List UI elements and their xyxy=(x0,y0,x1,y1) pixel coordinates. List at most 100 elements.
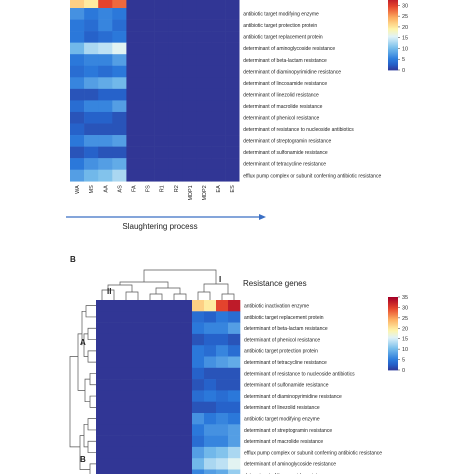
heatmap-a-cell xyxy=(98,88,113,101)
colorbar-a-tick-label: 0 xyxy=(402,68,405,74)
colorbar-b-segment xyxy=(388,359,398,362)
heatmap-a-cell xyxy=(154,158,169,170)
colorbar-b-segment xyxy=(388,299,398,301)
colorbar-b-segment xyxy=(388,326,398,328)
heatmap-a-cell xyxy=(98,65,113,78)
heatmap-a-cell xyxy=(70,42,85,55)
heatmap-b-cell xyxy=(216,322,229,335)
heatmap-b-cell xyxy=(168,424,181,436)
colorbar-b-segment xyxy=(388,335,398,338)
heatmap-b-cell xyxy=(144,435,157,448)
heatmap-a-cell xyxy=(154,111,169,124)
row-dendrogram-branch xyxy=(77,333,85,391)
heatmap-b-cell xyxy=(156,435,169,448)
heatmap-a-cell xyxy=(225,42,240,55)
row-dendrogram-branch xyxy=(79,435,90,470)
colorbar-b-segment xyxy=(388,302,398,304)
heatmap-a-cell xyxy=(168,31,184,43)
heatmap-a-row-label: determinant of diaminopyrimidine resista… xyxy=(243,69,341,75)
heatmap-a-cell xyxy=(84,31,99,43)
heatmap-b-row-label: determinant of lincosamide resistance xyxy=(244,473,328,474)
heatmap-b-cell xyxy=(120,322,133,335)
heatmap-a-cell xyxy=(112,31,127,43)
heatmap-b-cell xyxy=(180,300,193,312)
heatmap-a-row-label: antibiotic target modifying enzyme xyxy=(243,12,319,18)
colorbar-b-segment xyxy=(388,352,398,354)
colorbar-b-segment xyxy=(388,339,398,342)
colorbar-a-tick-label: 5 xyxy=(402,57,405,63)
colorbar-b-segment xyxy=(388,349,398,351)
heatmap-b-cell xyxy=(204,446,217,459)
heatmap-a-cell xyxy=(70,169,85,182)
heatmap-b-cell xyxy=(144,311,157,323)
heatmap-b-cell xyxy=(228,345,241,357)
heatmap-a-cell xyxy=(168,42,184,55)
heatmap-a-cell xyxy=(196,158,212,170)
row-cluster-label-a: A xyxy=(80,338,86,347)
heatmap-b-cell xyxy=(204,390,217,402)
heatmap-a-cell xyxy=(168,8,184,20)
colorbar-b-segment xyxy=(388,330,398,332)
heatmap-a-cell xyxy=(182,77,198,90)
heatmap-b-cell xyxy=(144,458,157,470)
colorbar-b-segment xyxy=(388,338,398,341)
colorbar-a-segment xyxy=(388,56,398,58)
heatmap-b-cell xyxy=(192,356,205,369)
heatmap-b-cell xyxy=(156,424,169,436)
colorbar-b-segment xyxy=(388,327,398,329)
heatmap-a-cell xyxy=(168,54,184,67)
heatmap-a-cell xyxy=(196,169,212,182)
heatmap-b-cell xyxy=(216,435,229,448)
colorbar-b-segment xyxy=(388,355,398,357)
heatmap-b-cell xyxy=(180,435,193,448)
heatmap-a-cell xyxy=(84,135,99,147)
heatmap-a-cell xyxy=(98,77,113,90)
heatmap-a-cell xyxy=(126,135,141,147)
heatmap-a-cell xyxy=(211,169,226,182)
colorbar-a-segment xyxy=(388,22,398,24)
heatmap-b-cell xyxy=(216,356,229,369)
colorbar-a-segment xyxy=(388,21,398,23)
colorbar-b-segment xyxy=(388,315,398,318)
colorbar-a-tick-label: 25 xyxy=(402,14,408,20)
heatmap-a-cell xyxy=(126,8,141,20)
heatmap-b-cell xyxy=(96,356,109,369)
heatmap-b-row-label: antibiotic target modifying enzyme xyxy=(244,416,320,422)
heatmap-a-cell xyxy=(112,146,127,159)
heatmap-b-cell xyxy=(156,311,169,323)
row-dendrogram-branch xyxy=(83,423,88,448)
heatmap-a-cell xyxy=(168,146,184,159)
colorbar-a-segment xyxy=(388,59,398,62)
heatmap-a-cell xyxy=(211,88,226,101)
heatmap-a-row-label: determinant of lincosamide resistance xyxy=(243,81,327,87)
heatmap-b-cell xyxy=(168,390,181,402)
heatmap-a-cell xyxy=(182,31,198,43)
heatmap-a-cell xyxy=(112,88,127,101)
heatmap-b-cell xyxy=(156,300,169,312)
heatmap-b-cell xyxy=(132,458,145,470)
heatmap-b-cell xyxy=(156,345,169,357)
heatmap-b-cell xyxy=(180,424,193,436)
heatmap-b-cell xyxy=(180,458,193,470)
colorbar-a-segment xyxy=(388,18,398,21)
heatmap-a-cell xyxy=(211,111,226,124)
colorbar-a-segment xyxy=(388,40,398,43)
heatmap-a-cell xyxy=(84,169,99,182)
heatmap-a-cell-top-cut xyxy=(196,0,212,9)
heatmap-a-cell xyxy=(126,19,141,32)
heatmap-b-cell xyxy=(204,469,217,474)
heatmap-b-cell xyxy=(108,379,121,391)
colorbar-a-segment xyxy=(388,45,398,48)
heatmap-b-cell xyxy=(132,345,145,357)
heatmap-b-cell xyxy=(144,367,157,380)
heatmap-b-cell xyxy=(228,322,241,335)
heatmap-a-cell xyxy=(225,88,240,101)
heatmap-b-cell xyxy=(96,367,109,380)
heatmap-a-cell xyxy=(140,135,155,147)
heatmap-a-cell xyxy=(98,8,113,20)
colorbar-a-segment xyxy=(388,44,398,46)
heatmap-b-cell xyxy=(228,413,241,425)
heatmap-b-cell xyxy=(192,435,205,448)
heatmap-a-cell xyxy=(70,146,85,159)
heatmap-b-cell xyxy=(204,401,217,414)
